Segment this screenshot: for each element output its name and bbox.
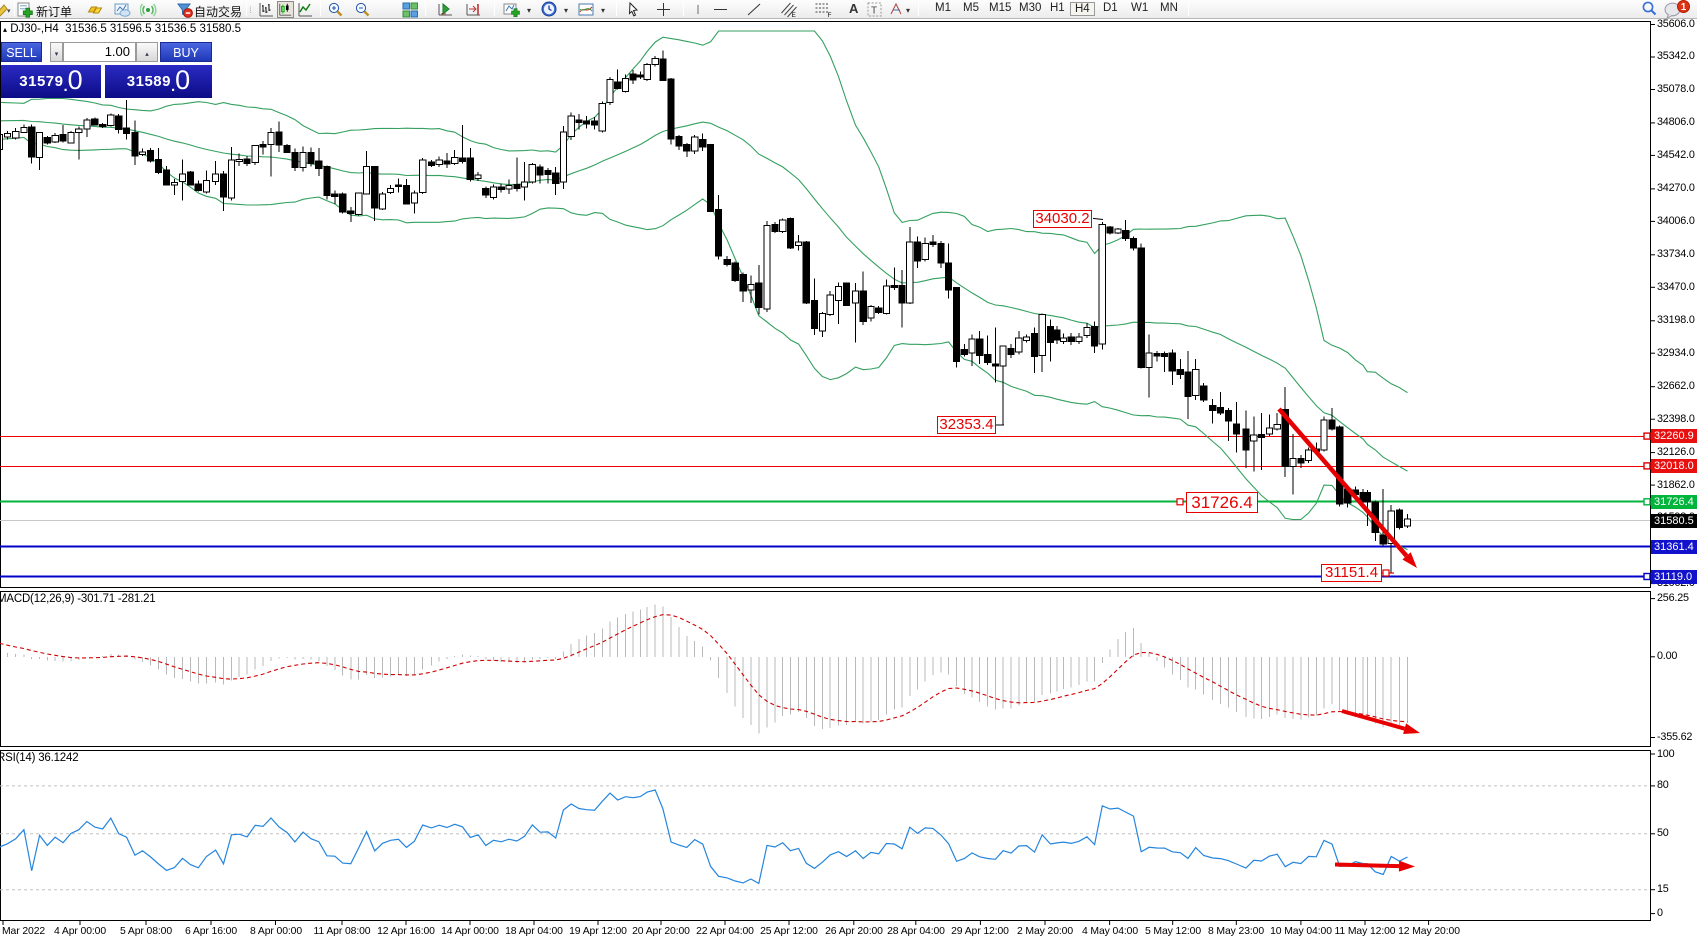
svg-text:F: F: [828, 12, 832, 18]
svg-text:E: E: [792, 12, 797, 18]
svg-text:T: T: [871, 6, 877, 17]
